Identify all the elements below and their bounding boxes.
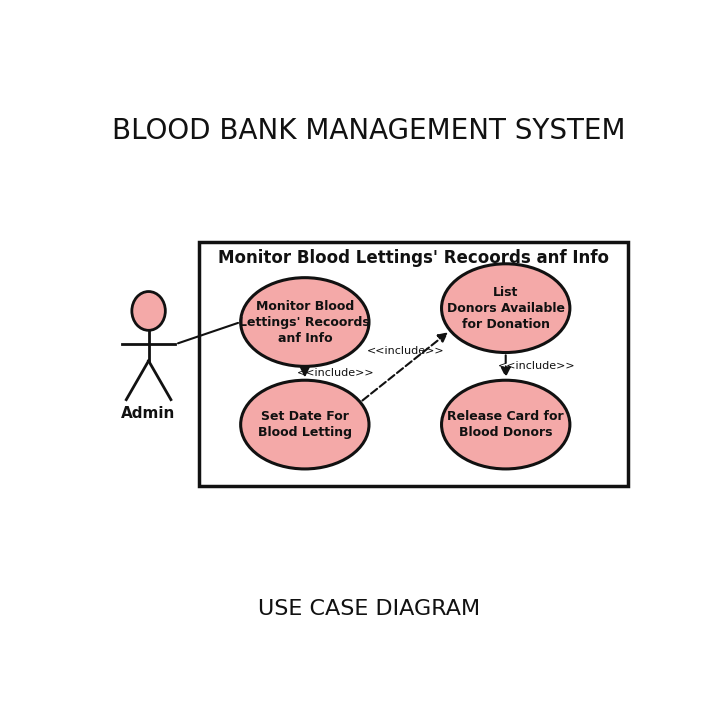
Text: Release Card for
Blood Donors: Release Card for Blood Donors	[447, 410, 564, 439]
Text: <<include>>: <<include>>	[297, 369, 374, 378]
Text: <<include>>: <<include>>	[498, 361, 575, 372]
Text: Monitor Blood Lettings' Recoords anf Info: Monitor Blood Lettings' Recoords anf Inf…	[218, 249, 609, 267]
Text: Set Date For
Blood Letting: Set Date For Blood Letting	[258, 410, 352, 439]
Ellipse shape	[240, 278, 369, 366]
Ellipse shape	[441, 380, 570, 469]
Ellipse shape	[132, 292, 166, 330]
Ellipse shape	[441, 264, 570, 353]
Text: Monitor Blood
Lettings' Recoords
anf Info: Monitor Blood Lettings' Recoords anf Inf…	[240, 300, 370, 344]
Text: <<include>>: <<include>>	[366, 346, 444, 356]
FancyBboxPatch shape	[199, 242, 629, 485]
Ellipse shape	[240, 380, 369, 469]
Text: Admin: Admin	[122, 406, 176, 421]
Text: BLOOD BANK MANAGEMENT SYSTEM: BLOOD BANK MANAGEMENT SYSTEM	[112, 117, 626, 145]
Text: List
Donors Available
for Donation: List Donors Available for Donation	[446, 286, 564, 330]
Text: USE CASE DIAGRAM: USE CASE DIAGRAM	[258, 598, 480, 618]
